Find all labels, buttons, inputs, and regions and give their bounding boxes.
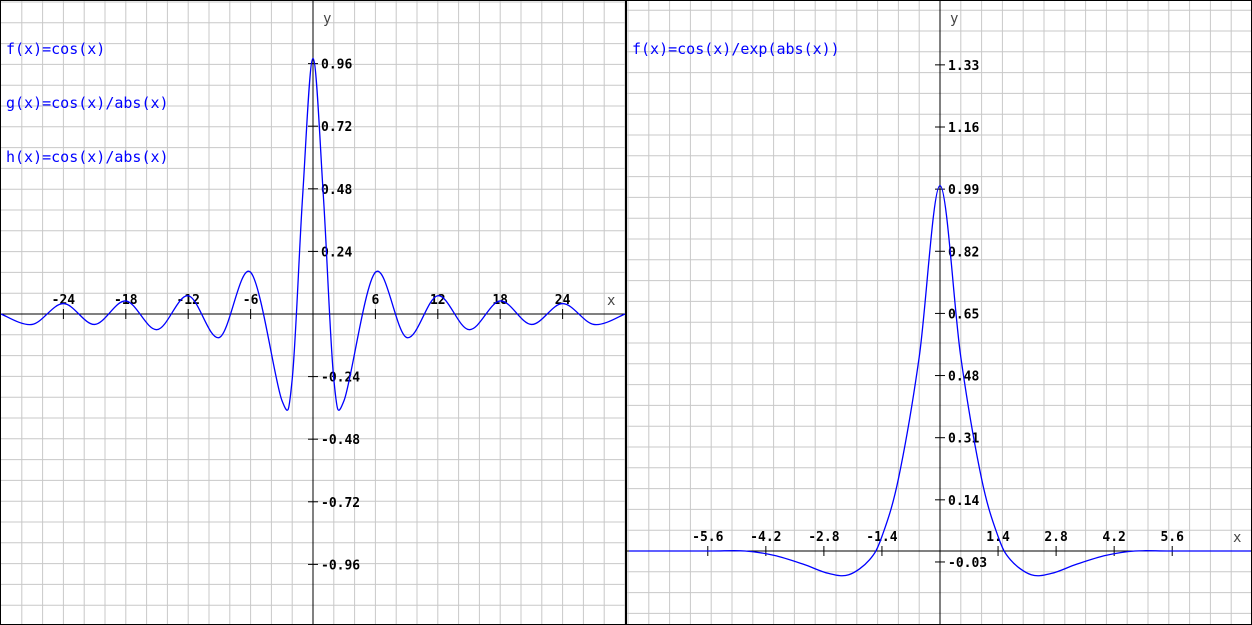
legend-entry-f: f(x)=cos(x)/exp(abs(x)) bbox=[632, 40, 840, 58]
x-tick-label: -2.8 bbox=[808, 530, 839, 545]
y-axis-name: y bbox=[950, 11, 958, 27]
y-tick-label: -0.48 bbox=[321, 433, 360, 448]
y-tick-label: 1.33 bbox=[948, 59, 979, 74]
x-tick-label: 5.6 bbox=[1160, 530, 1184, 545]
legend-entry-g: g(x)=cos(x)/abs(x) bbox=[6, 94, 169, 112]
chart-right-canvas: xy-5.6 -4.2 -2.8 -1.4 1.4 2.8 4.2 5.61.331.160.… bbox=[627, 1, 1251, 624]
y-tick-label: 0.96 bbox=[321, 58, 352, 73]
x-tick-label: 6 bbox=[371, 293, 379, 308]
x-axis-name: x bbox=[607, 293, 615, 309]
grid bbox=[1, 1, 625, 624]
y-tick-label: 0.24 bbox=[321, 245, 352, 260]
chart-left-legend: f(x)=cos(x) g(x)=cos(x)/abs(x) h(x)=cos(… bbox=[6, 4, 169, 202]
x-tick-label: -5.6 bbox=[692, 530, 723, 545]
y-tick-label: -0.96 bbox=[321, 558, 360, 573]
series-line bbox=[628, 184, 1251, 577]
x-tick-label: -24 bbox=[52, 293, 76, 308]
y-tick-label: 0.31 bbox=[948, 432, 979, 447]
y-tick-label: -0.03 bbox=[948, 556, 987, 571]
legend-entry-f: f(x)=cos(x) bbox=[6, 40, 106, 58]
series-line bbox=[1, 57, 625, 411]
y-tick-label: 0.48 bbox=[321, 183, 352, 198]
y-tick-label: -0.72 bbox=[321, 496, 360, 511]
chart-left-canvas: xy-24 -18 -12 -6 6 12 18 240.960.720.480.24-0.2… bbox=[1, 1, 625, 624]
y-tick-label: -0.24 bbox=[321, 371, 360, 386]
x-tick-label: 4.2 bbox=[1102, 530, 1125, 545]
x-tick-label: 2.8 bbox=[1044, 530, 1068, 545]
chart-panel-right: x y -5.6 -4.2 -2.8 -1.4 1.4 2.8 4.2 5.6 1.33 1.16 0.… bbox=[626, 0, 1252, 625]
y-tick-label: 0.65 bbox=[948, 307, 979, 322]
y-tick-label: 1.16 bbox=[948, 121, 979, 136]
y-tick-label: 0.72 bbox=[321, 120, 352, 135]
chart-right-legend: f(x)=cos(x)/exp(abs(x)) bbox=[632, 4, 840, 94]
y-tick-label: 0.82 bbox=[948, 245, 979, 260]
y-tick-label: 0.99 bbox=[948, 183, 979, 198]
x-tick-label: -12 bbox=[176, 293, 199, 308]
legend-entry-h: h(x)=cos(x)/abs(x) bbox=[6, 148, 169, 166]
x-tick-label: -6 bbox=[243, 293, 259, 308]
y-axis-name: y bbox=[323, 11, 331, 27]
x-axis-name: x bbox=[1233, 530, 1241, 546]
chart-panel-left: x y -24 -18 -12 -6 6 12 18 24 0.96 0.72 0.48 0.24 -0.2… bbox=[0, 0, 626, 625]
y-tick-label: 0.14 bbox=[948, 494, 979, 509]
x-tick-label: -4.2 bbox=[750, 530, 781, 545]
